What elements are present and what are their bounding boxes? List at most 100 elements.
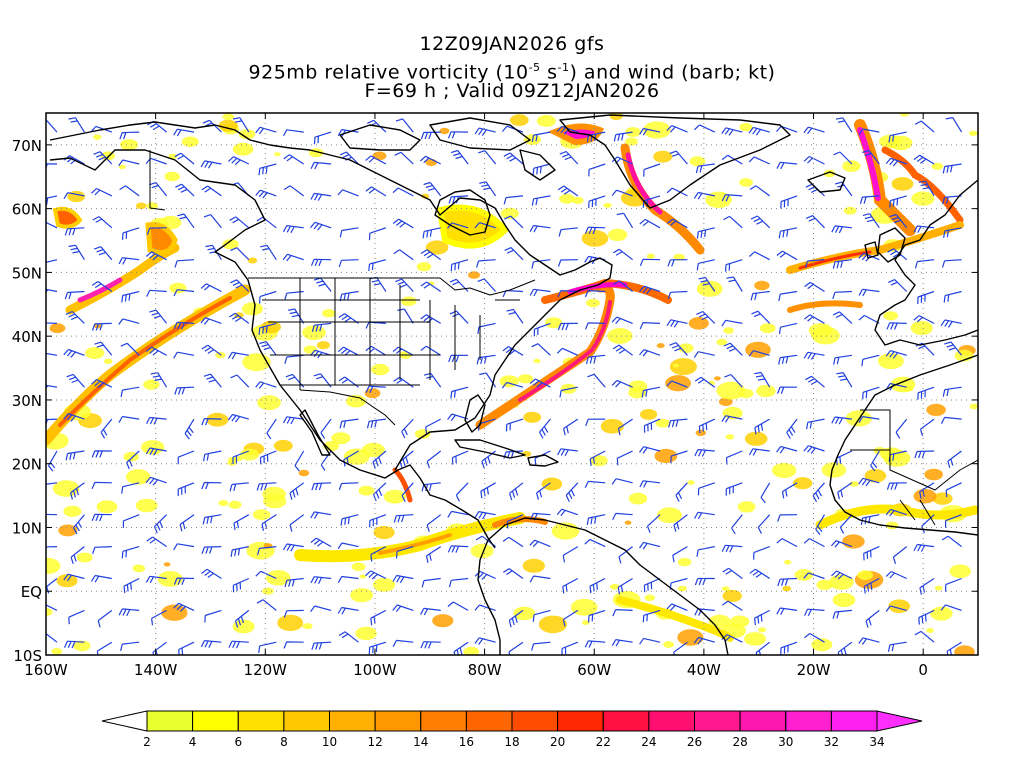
wind-barb bbox=[803, 538, 825, 548]
wind-barb bbox=[804, 632, 825, 643]
vorticity-speckle bbox=[640, 409, 658, 420]
longitude-labels: 160W 140W 120W 100W 80W 60W 40W 20W 0 bbox=[24, 661, 928, 679]
wind-barb bbox=[118, 415, 140, 423]
vorticity-speckle bbox=[169, 282, 187, 294]
wind-barb bbox=[65, 450, 85, 461]
vorticity-speckle bbox=[425, 240, 449, 255]
wind-barb bbox=[943, 227, 962, 238]
wind-barb bbox=[942, 163, 962, 174]
vorticity-speckle bbox=[218, 119, 238, 132]
wind-barb bbox=[694, 577, 715, 586]
wind-barb bbox=[587, 373, 606, 388]
vorticity-speckle bbox=[263, 493, 287, 509]
colorbar-segment bbox=[420, 710, 467, 732]
wind-barb bbox=[337, 575, 359, 583]
wind-barb bbox=[750, 290, 770, 301]
vorticity-speckle bbox=[322, 309, 336, 318]
vorticity-speckle bbox=[46, 557, 61, 575]
wind-barb bbox=[562, 609, 579, 627]
boundary-canada-us bbox=[248, 277, 536, 296]
wind-barb bbox=[532, 163, 551, 176]
vorticity-speckle bbox=[372, 578, 396, 592]
wind-barb bbox=[173, 128, 195, 137]
wind-barb bbox=[721, 194, 743, 202]
vorticity-speckle bbox=[228, 500, 242, 509]
wind-barb bbox=[667, 259, 688, 267]
vorticity-speckle bbox=[118, 164, 126, 170]
colorbar-label: 28 bbox=[732, 735, 747, 749]
wind-barb bbox=[805, 259, 825, 268]
wind-barb bbox=[201, 481, 222, 490]
wind-barb bbox=[529, 224, 551, 233]
vorticity-speckle bbox=[163, 562, 171, 567]
vorticity-speckle bbox=[533, 358, 541, 364]
wind-barb bbox=[859, 195, 880, 204]
wind-barb bbox=[256, 482, 277, 491]
colorbar-label: 18 bbox=[504, 735, 519, 749]
wind-barb bbox=[670, 450, 688, 464]
wind-barb bbox=[776, 250, 798, 261]
vorticity-speckle bbox=[744, 431, 768, 446]
wind-barb bbox=[721, 415, 743, 423]
wind-barb bbox=[255, 126, 277, 135]
wind-barb bbox=[666, 603, 688, 611]
wind-barb bbox=[46, 195, 58, 205]
wind-barb bbox=[313, 131, 332, 145]
vorticity-streak-iceland-core bbox=[857, 127, 881, 201]
wind-barb bbox=[392, 346, 414, 356]
wind-barb bbox=[201, 344, 222, 356]
wind-barb bbox=[173, 289, 195, 297]
wind-barb bbox=[698, 418, 716, 434]
vorticity-speckle bbox=[522, 558, 545, 573]
wind-barb bbox=[174, 386, 195, 395]
wind-barb bbox=[289, 514, 305, 532]
vorticity-speckle bbox=[206, 412, 229, 427]
wind-barb bbox=[588, 195, 606, 209]
colorbar-label: 4 bbox=[189, 735, 197, 749]
wind-barb bbox=[118, 318, 140, 325]
wind-barb bbox=[395, 546, 414, 559]
vorticity-speckle bbox=[513, 606, 536, 621]
wind-barb bbox=[501, 381, 524, 389]
vorticity-speckle bbox=[234, 456, 243, 462]
wind-barb bbox=[889, 195, 907, 208]
title-exponent-2: -1 bbox=[557, 61, 570, 74]
lon-label: 100W bbox=[353, 661, 397, 679]
wind-barb bbox=[337, 606, 359, 615]
wind-barb bbox=[529, 288, 551, 297]
vorticity-speckle bbox=[323, 441, 340, 452]
wind-barb bbox=[230, 546, 249, 557]
wind-barb bbox=[365, 155, 387, 165]
vorticity-speckle bbox=[811, 638, 833, 652]
vorticity-speckle bbox=[161, 604, 188, 621]
wind-barb bbox=[338, 376, 359, 388]
wind-barb bbox=[588, 163, 606, 177]
wind-barb bbox=[529, 539, 551, 548]
colorbar: 2 4 6 8 10 12 14 16 18 20 22 24 26 28 30 32 34 bbox=[101, 710, 923, 749]
wind-barb bbox=[229, 482, 249, 492]
wind-barb bbox=[721, 127, 743, 136]
wind-barb bbox=[338, 631, 359, 643]
wind-barb bbox=[776, 445, 798, 454]
vorticity-speckle bbox=[331, 432, 351, 445]
wind-barb bbox=[672, 546, 688, 563]
wind-barb bbox=[369, 276, 387, 292]
wind-barb bbox=[589, 577, 606, 594]
wind-barb bbox=[284, 354, 304, 364]
wind-barb bbox=[504, 247, 524, 261]
wind-barb bbox=[531, 259, 551, 269]
vorticity-speckle bbox=[157, 571, 183, 587]
colorbar-segment bbox=[192, 710, 239, 732]
vorticity-speckle bbox=[782, 585, 792, 592]
coast-south-america bbox=[477, 517, 729, 655]
wind-barb bbox=[885, 350, 907, 359]
wind-barb bbox=[858, 314, 880, 324]
wind-barb bbox=[562, 577, 579, 594]
wind-barb bbox=[255, 570, 277, 580]
title-exponent-1: -5 bbox=[528, 61, 541, 74]
wind-barb bbox=[696, 310, 716, 324]
wind-barb bbox=[565, 482, 579, 502]
wind-barb bbox=[725, 259, 743, 272]
wind-barb bbox=[836, 372, 853, 388]
wind-barb bbox=[395, 278, 414, 292]
